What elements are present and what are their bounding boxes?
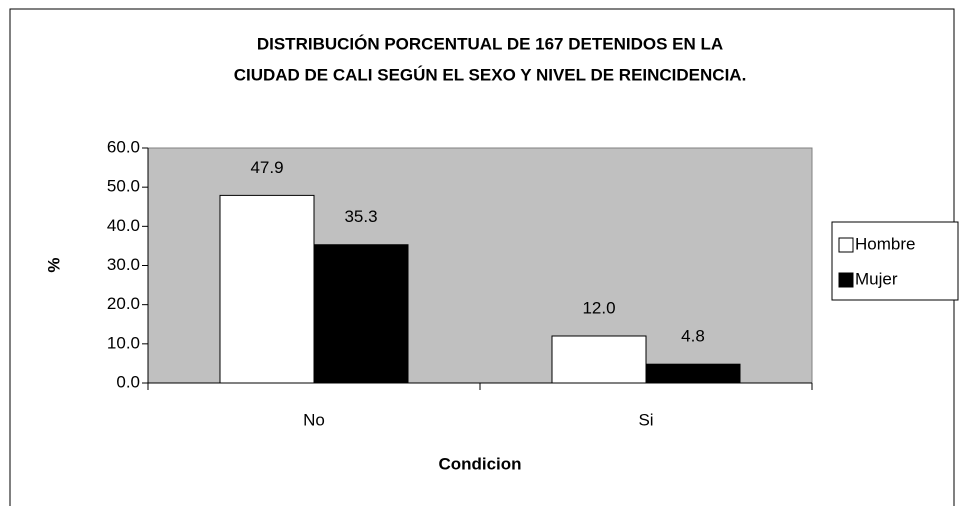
y-tick-label: 60.0 [107,137,140,156]
y-tick-label: 30.0 [107,255,140,274]
data-label: 4.8 [681,327,705,346]
legend-label: Mujer [855,269,898,288]
y-axis-label: % [44,257,63,272]
legend-swatch [838,237,854,253]
y-tick-label: 10.0 [107,333,140,352]
bar [313,244,409,384]
x-axis-label: Condicion [438,454,521,473]
legend-swatch [838,272,854,288]
y-tick-label: 40.0 [107,216,140,235]
x-tick-label: No [303,410,325,429]
bar [551,335,647,384]
chart-title: DISTRIBUCIÓN PORCENTUAL DE 167 DETENIDOS… [257,34,723,53]
x-tick-label: Si [638,410,653,429]
chart-title: CIUDAD DE CALI SEGÚN EL SEXO Y NIVEL DE … [234,65,747,84]
y-tick-label: 50.0 [107,177,140,196]
y-tick-label: 0.0 [116,372,140,391]
legend-label: Hombre [855,234,915,253]
bar [645,363,741,384]
bar [219,194,315,384]
data-label: 47.9 [250,158,283,177]
data-label: 12.0 [582,298,615,317]
y-tick-label: 20.0 [107,294,140,313]
data-label: 35.3 [344,207,377,226]
